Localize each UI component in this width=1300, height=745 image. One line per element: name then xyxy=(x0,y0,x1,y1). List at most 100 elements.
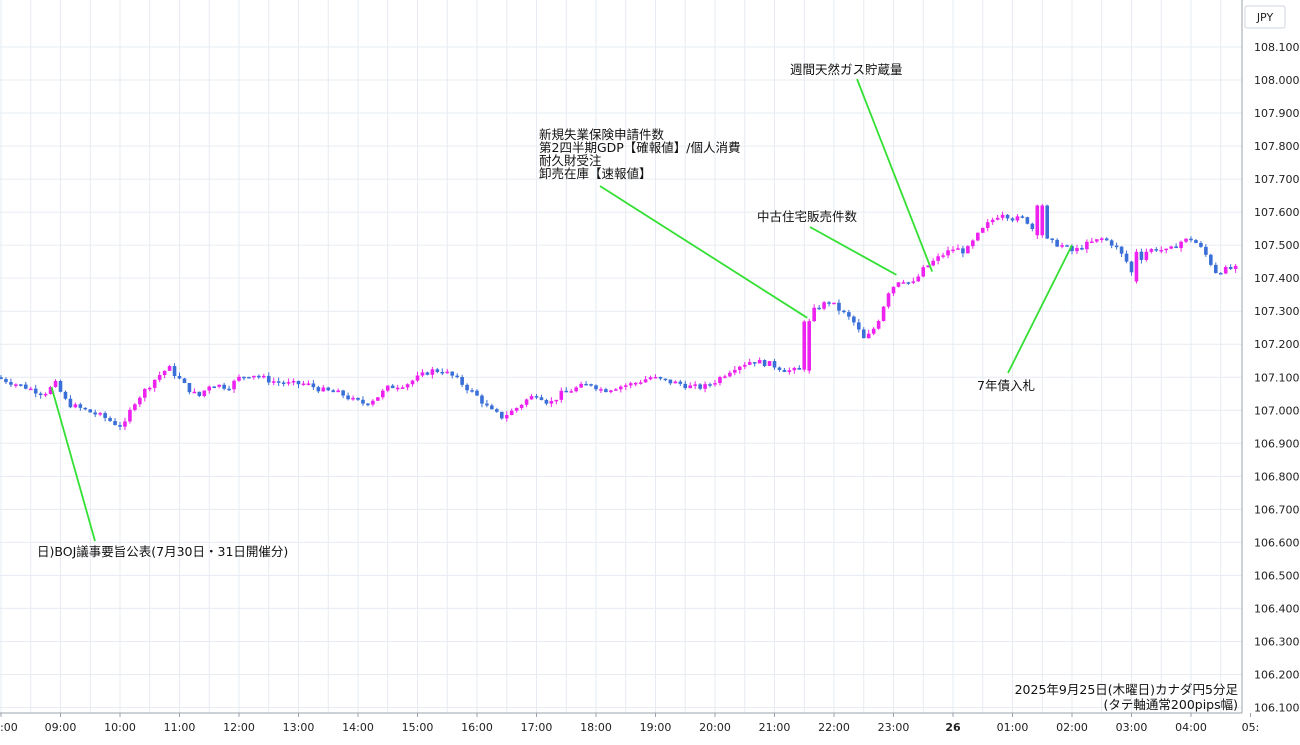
candle-down xyxy=(683,383,688,389)
candle-up xyxy=(321,387,326,392)
y-tick-label: 107.100 xyxy=(1254,371,1300,384)
y-tick-label: 107.000 xyxy=(1254,404,1300,417)
candle-down xyxy=(1050,238,1054,241)
candle-up xyxy=(252,375,256,378)
candle-down xyxy=(247,376,251,379)
y-tick-label: 106.700 xyxy=(1254,503,1300,516)
candle-down xyxy=(366,403,370,406)
candle-up xyxy=(916,276,921,282)
candle-down xyxy=(19,384,23,386)
annotation-leader-line xyxy=(809,226,897,276)
y-tick-label: 107.600 xyxy=(1254,206,1300,219)
candle-up xyxy=(980,227,985,233)
x-tick-label: 26 xyxy=(945,721,961,734)
candle-up xyxy=(1134,251,1139,282)
candle-down xyxy=(23,384,28,389)
candle-down xyxy=(341,390,345,396)
candle-down xyxy=(450,371,455,376)
candle-up xyxy=(28,388,33,391)
candle-down xyxy=(499,411,504,419)
candle-up xyxy=(614,389,618,391)
candle-up xyxy=(1099,238,1104,240)
annotation-leader-line xyxy=(50,386,96,542)
candle-up xyxy=(609,390,613,393)
candle-up xyxy=(237,376,241,381)
candle-down xyxy=(465,384,469,391)
y-tick-label: 107.400 xyxy=(1254,272,1300,285)
annotation-label: 週間天然ガス貯蔵量 xyxy=(790,62,903,77)
x-tick-label: 11:00 xyxy=(164,721,196,734)
candle-up xyxy=(376,397,380,401)
candle-down xyxy=(33,388,38,394)
candle-up xyxy=(514,408,519,411)
candle-up xyxy=(688,385,693,389)
candle-up xyxy=(524,399,529,405)
candle-up xyxy=(1090,241,1094,244)
candle-up xyxy=(1085,241,1089,250)
candle-up xyxy=(53,380,58,387)
candle-up xyxy=(509,410,514,416)
candle-up xyxy=(995,217,1000,220)
x-tick-label: 02:00 xyxy=(1056,721,1088,734)
candle-down xyxy=(113,421,117,426)
candle-down xyxy=(782,369,787,372)
candle-down xyxy=(281,382,286,384)
candle-down xyxy=(435,369,440,372)
candle-down xyxy=(1209,254,1213,265)
candle-down xyxy=(390,385,395,389)
candle-down xyxy=(425,372,430,375)
candle-up xyxy=(747,362,752,365)
x-tick-label: 19:00 xyxy=(640,721,672,734)
annotation-leader-line xyxy=(856,78,934,272)
caption-line-2: (タテ軸通常200pips幅) xyxy=(1104,697,1238,712)
candle-down xyxy=(197,391,202,396)
candle-up xyxy=(951,249,955,252)
candle-up xyxy=(1164,248,1169,251)
candle-up xyxy=(1223,266,1228,274)
candle-down xyxy=(361,399,365,404)
y-tick-label: 106.500 xyxy=(1254,569,1300,582)
candle-down xyxy=(38,393,43,396)
candle-down xyxy=(847,312,851,317)
candle-up xyxy=(871,328,876,334)
candle-up xyxy=(742,364,747,367)
candle-up xyxy=(192,391,197,394)
candle-up xyxy=(430,369,435,375)
candle-down xyxy=(817,307,821,310)
candle-down xyxy=(1119,246,1124,254)
candle-up xyxy=(638,382,643,384)
candle-down xyxy=(103,413,107,419)
candle-down xyxy=(539,397,544,401)
candle-up xyxy=(673,381,678,384)
candle-up xyxy=(549,401,554,404)
candle-up xyxy=(133,404,137,410)
candle-up xyxy=(1015,216,1020,221)
x-tick-label: 18:00 xyxy=(580,721,612,734)
candle-down xyxy=(470,390,474,392)
candle-up xyxy=(822,302,826,309)
candle-down xyxy=(852,316,856,323)
candle-down xyxy=(663,378,668,381)
currency-label: JPY xyxy=(1256,11,1274,24)
candle-up xyxy=(643,379,648,383)
candle-up xyxy=(504,415,509,419)
candle-up xyxy=(956,248,960,250)
candle-up xyxy=(792,367,797,371)
candle-down xyxy=(68,398,73,408)
candle-down xyxy=(698,384,702,389)
candle-down xyxy=(604,389,608,393)
candle-up xyxy=(718,377,722,384)
candle-up xyxy=(291,380,296,383)
candle-down xyxy=(1204,246,1208,255)
candle-down xyxy=(266,375,271,383)
candle-up xyxy=(1179,241,1183,249)
annotation-label: 耐久財受注 xyxy=(539,153,602,168)
x-tick-label: 01:00 xyxy=(997,721,1029,734)
candle-down xyxy=(182,378,187,383)
candle-up xyxy=(405,384,410,388)
y-tick-label: 106.100 xyxy=(1254,702,1300,715)
candle-down xyxy=(460,376,464,385)
candle-up xyxy=(886,293,891,307)
x-tick-label: 12:00 xyxy=(223,721,255,734)
candle-down xyxy=(257,375,261,378)
